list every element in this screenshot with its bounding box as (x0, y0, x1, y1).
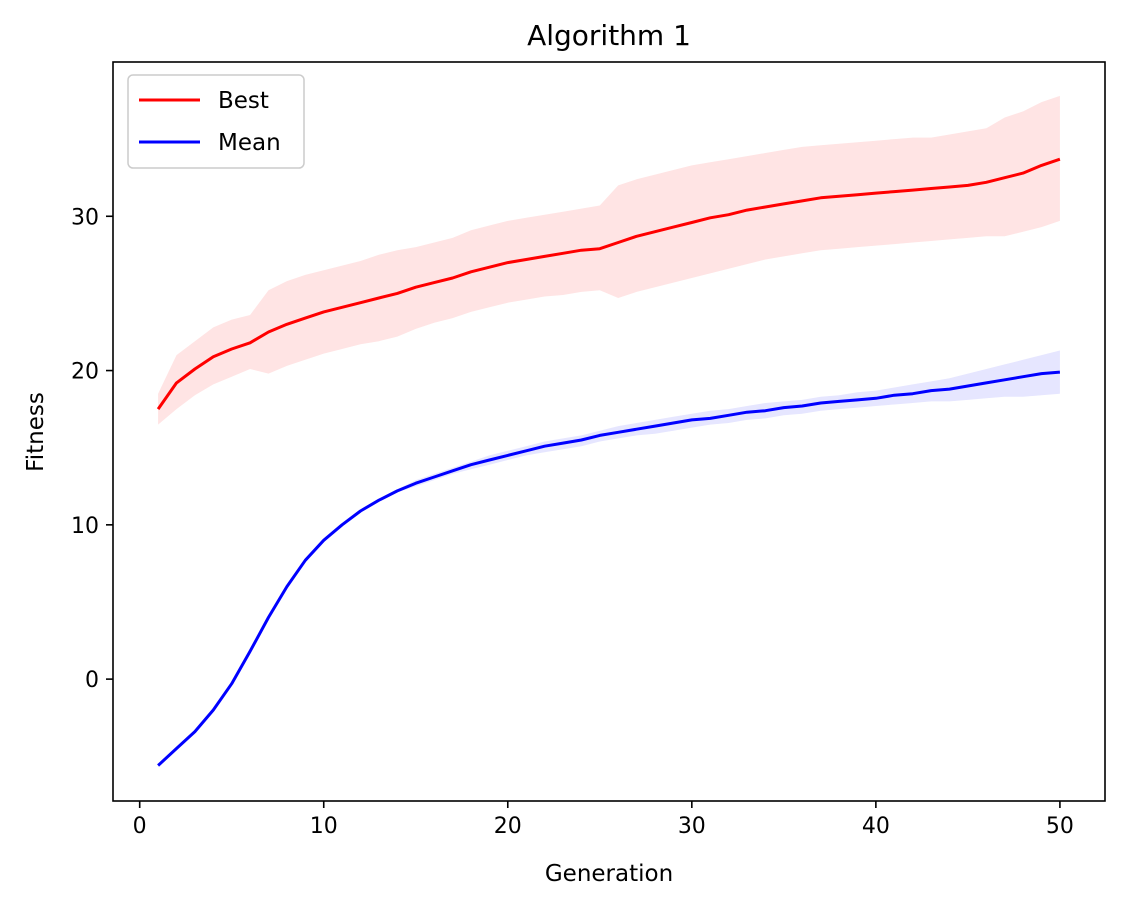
x-tick-label: 50 (1046, 814, 1074, 839)
y-tick-label: 30 (71, 205, 99, 230)
plot-area-frame (112, 61, 1106, 802)
x-tick-label: 10 (310, 814, 338, 839)
legend-frame (127, 74, 305, 169)
x-axis-ticks: 0 10 20 30 40 50 (133, 801, 1074, 839)
y-axis-ticks: 0 10 20 30 (71, 205, 113, 693)
line-best (156, 157, 1061, 410)
legend-label-mean: Mean (218, 130, 281, 156)
x-tick-label: 40 (862, 814, 890, 839)
chart-title: Algorithm 1 (527, 19, 691, 52)
y-axis-label: Fitness (23, 392, 49, 472)
y-tick-label: 0 (85, 668, 99, 693)
y-tick-label: 20 (71, 360, 99, 385)
series-lines (156, 157, 1061, 767)
x-tick-label: 30 (678, 814, 706, 839)
legend: Best Mean (127, 74, 305, 169)
legend-label-best: Best (218, 88, 269, 114)
x-tick-label: 0 (133, 814, 147, 839)
band-best (158, 95, 1060, 425)
x-tick-label: 20 (494, 814, 522, 839)
line-mean (157, 370, 1061, 767)
x-axis-label: Generation (545, 861, 673, 887)
y-tick-label: 10 (71, 514, 99, 539)
